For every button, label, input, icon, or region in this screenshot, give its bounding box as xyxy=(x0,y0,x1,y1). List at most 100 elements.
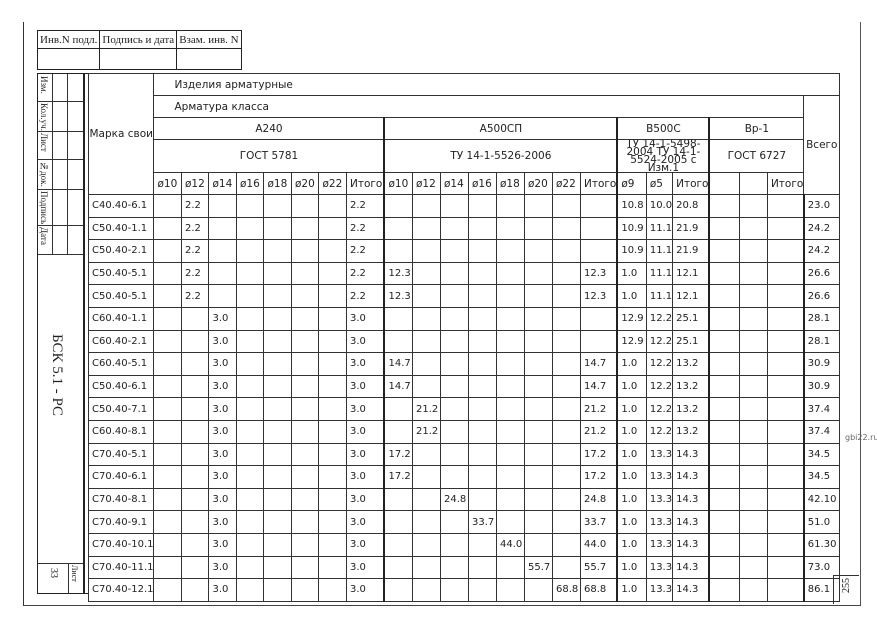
value-cell: 3.0 xyxy=(208,465,237,489)
class-bp1: Вр-1 xyxy=(708,117,805,140)
value-cell xyxy=(708,532,740,557)
value-cell xyxy=(738,194,768,218)
value-cell xyxy=(766,329,805,354)
value-cell xyxy=(153,442,182,467)
marka-cell: С50.40-6.1 xyxy=(87,374,155,399)
column-header-bp-2: Итого xyxy=(766,172,805,195)
value-cell xyxy=(551,352,581,376)
value-cell xyxy=(579,194,618,218)
value-cell xyxy=(551,374,581,399)
value-cell: 14.3 xyxy=(672,555,710,580)
value-cell: 3.0 xyxy=(345,510,385,534)
value-cell xyxy=(180,510,210,534)
column-header-a240-7: Итого xyxy=(345,172,385,195)
value-cell: 68.8 xyxy=(579,578,618,602)
value-cell: 2.2 xyxy=(345,216,385,241)
table-row: С70.40-6.1 3.0 3.0 17.2 17.2 1.0 13.3 14.3 34.5 xyxy=(87,465,841,489)
value-cell: 10.9 xyxy=(616,239,647,263)
value-cell xyxy=(551,419,581,444)
column-header-a240-0: ø10 xyxy=(153,172,182,195)
value-cell xyxy=(551,239,581,263)
value-cell xyxy=(467,487,497,512)
table-row: С60.40-1.1 3.0 3.0 12.9 12.2 25.1 28.1 xyxy=(87,306,841,331)
total-cell: 34.5 xyxy=(802,442,841,467)
value-cell xyxy=(439,329,469,354)
column-header-bp-0 xyxy=(708,172,740,195)
marka-cell: С60.40-2.1 xyxy=(87,329,155,354)
value-cell xyxy=(235,555,265,580)
value-cell xyxy=(467,194,497,218)
value-cell xyxy=(738,465,768,489)
column-header-a500-0: ø10 xyxy=(383,172,413,195)
value-cell xyxy=(495,487,525,512)
value-cell xyxy=(383,419,413,444)
value-cell xyxy=(153,532,182,557)
value-cell xyxy=(153,261,182,286)
value-cell xyxy=(411,261,441,286)
value-cell xyxy=(153,510,182,534)
column-header-bp-1 xyxy=(738,172,768,195)
value-cell xyxy=(738,306,768,331)
strip-label: Лист xyxy=(39,133,49,152)
value-cell xyxy=(411,578,441,602)
value-cell xyxy=(766,374,805,399)
value-cell: 14.3 xyxy=(672,487,710,512)
value-cell xyxy=(235,261,265,286)
value-cell xyxy=(766,284,805,308)
value-cell xyxy=(318,419,347,444)
value-cell xyxy=(318,374,347,399)
value-cell xyxy=(766,216,805,241)
value-cell: 1.0 xyxy=(616,261,647,286)
column-header-a240-6: ø22 xyxy=(318,172,347,195)
value-cell xyxy=(551,194,581,218)
value-cell xyxy=(153,239,182,263)
value-cell xyxy=(523,329,553,354)
total-cell: 37.4 xyxy=(802,419,841,444)
value-cell xyxy=(411,442,441,467)
value-cell: 2.2 xyxy=(180,261,210,286)
value-cell: 1.0 xyxy=(616,487,647,512)
value-cell xyxy=(318,284,347,308)
value-cell xyxy=(551,532,581,557)
value-cell xyxy=(551,465,581,489)
value-cell: 3.0 xyxy=(345,419,385,444)
total-cell: 30.9 xyxy=(802,374,841,399)
value-cell xyxy=(467,555,497,580)
value-cell xyxy=(290,329,320,354)
value-cell xyxy=(153,419,182,444)
value-cell xyxy=(495,329,525,354)
value-cell xyxy=(495,306,525,331)
value-cell: 12.1 xyxy=(672,261,710,286)
value-cell: 3.0 xyxy=(208,487,237,512)
table-row: С70.40-8.1 3.0 3.0 24.8 24.8 1.0 13.3 14.3 42.10 xyxy=(87,487,841,512)
total-cell: 30.9 xyxy=(802,352,841,376)
value-cell xyxy=(263,284,292,308)
value-cell: 3.0 xyxy=(208,532,237,557)
column-header-a240-3: ø16 xyxy=(235,172,265,195)
value-cell xyxy=(708,510,740,534)
value-cell xyxy=(235,216,265,241)
value-cell xyxy=(738,216,768,241)
marka-cell: С70.40-9.1 xyxy=(87,510,155,534)
value-cell xyxy=(180,329,210,354)
value-cell xyxy=(263,306,292,331)
value-cell xyxy=(738,419,768,444)
value-cell xyxy=(383,397,413,421)
value-cell xyxy=(551,487,581,512)
value-cell: 13.2 xyxy=(672,374,710,399)
strip-label: Подпись xyxy=(39,191,49,225)
value-cell: 3.0 xyxy=(208,510,237,534)
value-cell xyxy=(153,306,182,331)
value-cell xyxy=(208,261,237,286)
value-cell xyxy=(263,465,292,489)
total-cell: 37.4 xyxy=(802,397,841,421)
value-cell: 12.1 xyxy=(672,284,710,308)
value-cell xyxy=(290,555,320,580)
value-cell: 12.2 xyxy=(645,352,674,376)
value-cell xyxy=(318,555,347,580)
value-cell xyxy=(467,419,497,444)
value-cell xyxy=(180,397,210,421)
value-cell xyxy=(551,442,581,467)
value-cell xyxy=(708,487,740,512)
